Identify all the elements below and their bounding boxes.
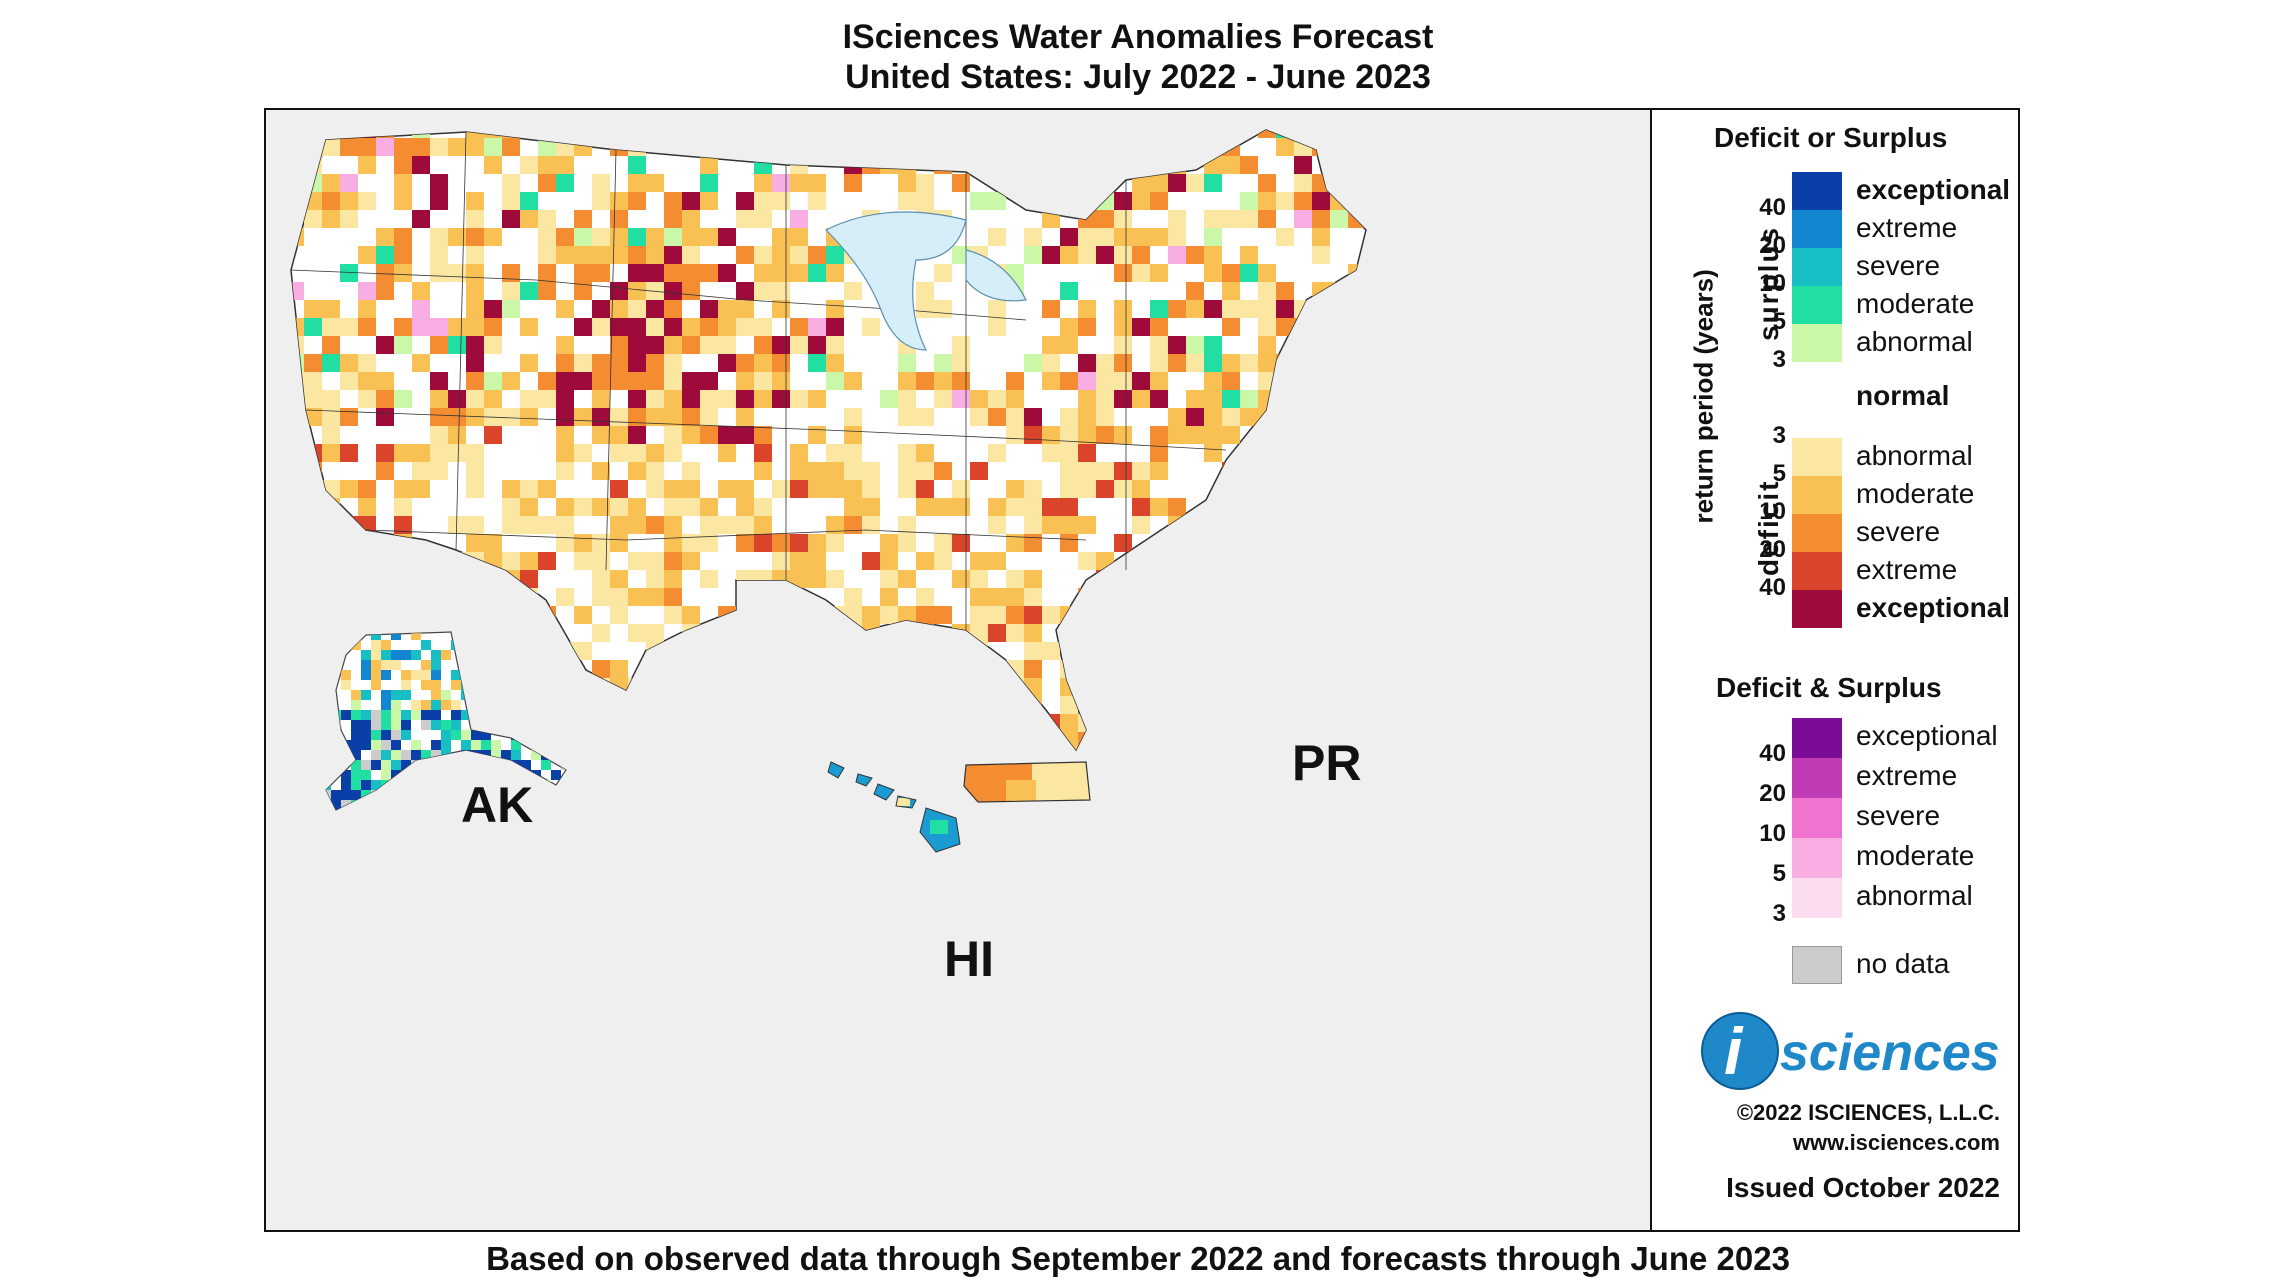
surplus-extreme-label: extreme — [1856, 212, 1958, 243]
copyright-text: ©2022 ISCIENCES, L.L.C. — [1736, 1100, 2000, 1125]
map-canvas — [290, 129, 1367, 853]
no-data-label: no data — [1856, 948, 1950, 979]
normal-label: normal — [1856, 380, 1950, 411]
deficit-number: 10 — [1759, 498, 1786, 525]
legend-heading-deficit-and-surplus: Deficit & Surplus — [1716, 672, 1942, 703]
alaska-label: AK — [461, 777, 534, 833]
deficit-extreme-swatch — [1792, 552, 1842, 590]
both-number: 5 — [1772, 860, 1786, 887]
deficit-severe-swatch — [1792, 514, 1842, 552]
both-severe-label: severe — [1856, 800, 1941, 831]
svg-text:i: i — [1724, 1014, 1744, 1088]
deficit-number: 3 — [1772, 422, 1786, 449]
deficit-extreme-label: extreme — [1856, 554, 1958, 585]
hawaii-label: HI — [944, 931, 994, 987]
both-number: 40 — [1759, 740, 1786, 767]
surplus-exceptional-swatch — [1792, 172, 1842, 210]
deficit-exceptional-label: exceptional — [1856, 592, 2011, 623]
both-abnormal-swatch — [1792, 878, 1842, 918]
surplus-abnormal-label: abnormal — [1856, 326, 1973, 357]
both-exceptional-label: exceptional — [1856, 720, 1998, 751]
map-subtitle: United States: July 2022 - June 2023 — [845, 58, 1431, 96]
deficit-abnormal-label: abnormal — [1856, 440, 1973, 471]
surplus-exceptional-label: exceptional — [1856, 174, 2011, 205]
surplus-severe-label: severe — [1856, 250, 1941, 281]
both-moderate-swatch — [1792, 838, 1842, 878]
both-exceptional-swatch — [1792, 718, 1842, 758]
legend-panel: Deficit or Surplus return period (years)… — [1652, 110, 2018, 1230]
surplus-number: 40 — [1759, 194, 1786, 221]
map-panel: AK HI PR — [266, 110, 1652, 1230]
surplus-number: 5 — [1772, 308, 1786, 335]
puerto-rico-label: PR — [1292, 735, 1362, 791]
svg-text:sciences: sciences — [1780, 1024, 2000, 1082]
deficit-moderate-label: moderate — [1856, 478, 1975, 509]
deficit-severe-label: severe — [1856, 516, 1941, 547]
both-moderate-label: moderate — [1856, 840, 1975, 871]
isciences-logo: i sciences — [1700, 1008, 2020, 1099]
both-number: 3 — [1772, 900, 1786, 927]
both-extreme-swatch — [1792, 758, 1842, 798]
map-title: ISciences Water Anomalies Forecast — [842, 18, 1434, 56]
puerto-rico-map — [963, 761, 1091, 803]
surplus-severe-swatch — [1792, 248, 1842, 286]
surplus-number: 20 — [1759, 232, 1786, 259]
surplus-abnormal-swatch — [1792, 324, 1842, 362]
surplus-extreme-swatch — [1792, 210, 1842, 248]
deficit-number: 20 — [1759, 536, 1786, 563]
return-period-axis-label: return period (years) — [1688, 269, 1719, 524]
both-extreme-label: extreme — [1856, 760, 1958, 791]
deficit-abnormal-swatch — [1792, 438, 1842, 476]
both-abnormal-label: abnormal — [1856, 880, 1973, 911]
issued-date: Issued October 2022 — [1726, 1172, 2000, 1203]
website-text: www.isciences.com — [1792, 1130, 2000, 1155]
legend-heading-deficit-or-surplus: Deficit or Surplus — [1714, 122, 1948, 153]
surplus-number: 10 — [1759, 270, 1786, 297]
great-lakes — [824, 211, 967, 351]
deficit-exceptional-swatch — [1792, 590, 1842, 628]
footer-caption: Based on observed data through September… — [486, 1240, 1790, 1277]
both-number: 20 — [1759, 780, 1786, 807]
both-severe-swatch — [1792, 798, 1842, 838]
surplus-number: 3 — [1772, 346, 1786, 373]
conterminous-us-map — [290, 129, 1367, 752]
no-data-swatch — [1792, 946, 1842, 984]
surplus-moderate-label: moderate — [1856, 288, 1975, 319]
hawaii-map — [827, 761, 961, 853]
figure-frame: AK HI PR Deficit or Surplus return perio… — [264, 108, 2020, 1232]
alaska-map — [325, 631, 567, 811]
deficit-number: 40 — [1759, 574, 1786, 601]
surplus-moderate-swatch — [1792, 286, 1842, 324]
deficit-number: 5 — [1772, 460, 1786, 487]
both-number: 10 — [1759, 820, 1786, 847]
deficit-moderate-swatch — [1792, 476, 1842, 514]
